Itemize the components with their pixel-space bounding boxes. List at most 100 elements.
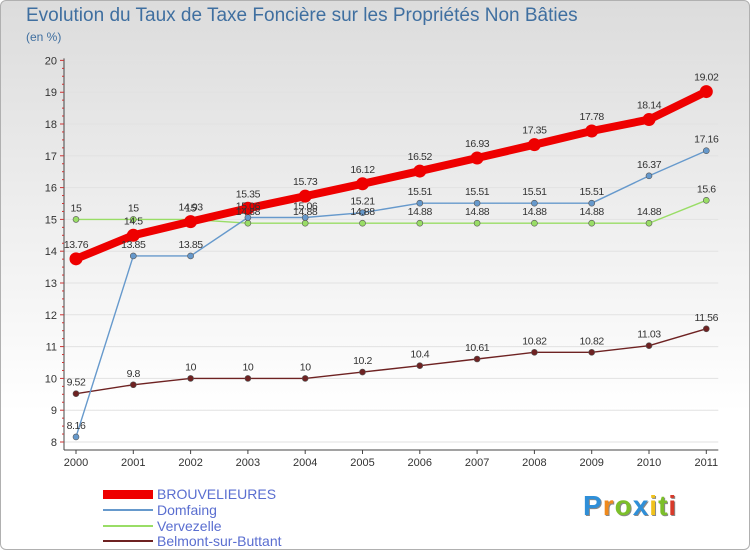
data-point xyxy=(359,219,366,227)
data-label: 19.02 xyxy=(694,72,719,84)
data-label: 15.6 xyxy=(697,183,716,195)
data-point xyxy=(301,375,309,382)
y-tick-label: 10 xyxy=(45,373,57,385)
data-label: 10 xyxy=(242,361,253,373)
legend-label: Vervezelle xyxy=(157,518,222,534)
y-tick-label: 15 xyxy=(45,214,57,226)
data-point xyxy=(416,199,424,207)
data-point xyxy=(588,199,596,207)
data-label: 10.82 xyxy=(580,335,605,347)
x-tick-label: 2000 xyxy=(64,457,88,469)
data-label: 14.88 xyxy=(465,206,490,218)
data-point xyxy=(356,177,369,191)
data-point xyxy=(187,252,194,260)
x-tick-label: 2004 xyxy=(293,457,317,469)
logo-letter: r xyxy=(602,490,615,521)
data-label: 14.93 xyxy=(178,202,203,214)
unit-label: (en %) xyxy=(26,30,62,44)
data-label: 9.52 xyxy=(67,377,86,389)
data-point xyxy=(702,147,710,155)
data-point xyxy=(184,215,198,229)
data-label: 15.51 xyxy=(408,186,433,198)
data-point xyxy=(645,219,653,227)
data-label: 11.03 xyxy=(637,329,661,341)
x-tick-label: 2011 xyxy=(694,457,718,469)
y-tick-label: 13 xyxy=(45,278,57,290)
x-tick-label: 2010 xyxy=(637,457,661,469)
y-tick-label: 12 xyxy=(45,310,57,322)
data-label: 14.88 xyxy=(522,206,547,218)
x-tick-label: 2002 xyxy=(178,457,202,469)
y-tick-label: 20 xyxy=(45,55,57,67)
data-label: 15.21 xyxy=(350,196,375,208)
logo-letter: i xyxy=(649,490,659,521)
data-label: 13.85 xyxy=(178,239,203,251)
data-point xyxy=(130,252,137,260)
x-tick-label: 2001 xyxy=(121,457,145,469)
data-point xyxy=(301,219,309,227)
data-label: 14.88 xyxy=(236,206,261,218)
data-point xyxy=(241,201,255,215)
data-point xyxy=(244,375,252,382)
data-label: 14.88 xyxy=(350,206,375,218)
data-point xyxy=(473,219,481,227)
legend-swatch xyxy=(103,525,153,527)
data-label: 18.14 xyxy=(637,100,662,112)
y-tick-label: 17 xyxy=(45,151,57,163)
logo-letter: t xyxy=(658,490,669,521)
legend-swatch xyxy=(103,540,153,542)
data-label: 11.56 xyxy=(695,312,719,324)
data-label: 15.06 xyxy=(293,200,318,212)
data-point xyxy=(702,325,710,333)
data-point xyxy=(645,172,653,180)
data-point xyxy=(527,138,541,152)
data-label: 16.52 xyxy=(408,151,433,163)
data-point xyxy=(413,164,427,178)
data-label: 17.35 xyxy=(522,125,547,137)
data-point xyxy=(585,124,599,138)
data-point xyxy=(301,214,309,221)
data-label: 15.35 xyxy=(236,188,261,200)
proxiti-logo: Proxiti xyxy=(583,490,677,522)
data-label: 15.51 xyxy=(580,186,605,198)
y-tick-label: 9 xyxy=(51,405,57,417)
series-line xyxy=(75,150,707,438)
series-line xyxy=(72,87,711,263)
x-tick-label: 2003 xyxy=(236,457,260,469)
data-point xyxy=(531,199,538,207)
data-label: 16.12 xyxy=(350,164,375,176)
series-line xyxy=(75,328,707,395)
data-point xyxy=(72,216,80,223)
data-point xyxy=(359,368,366,376)
data-label: 15.06 xyxy=(236,200,261,212)
data-point xyxy=(187,375,194,382)
data-label: 9.8 xyxy=(127,368,141,380)
y-tick-label: 19 xyxy=(45,87,57,99)
data-label: 16.93 xyxy=(465,138,490,150)
legend-label: Belmont-sur-Buttant xyxy=(157,533,282,549)
data-point xyxy=(298,189,312,203)
data-point xyxy=(416,219,424,227)
data-label: 15 xyxy=(128,202,139,214)
data-label: 17.78 xyxy=(580,111,605,123)
data-point xyxy=(72,390,80,397)
data-label: 13.85 xyxy=(121,239,146,251)
data-label: 14.88 xyxy=(408,206,433,218)
data-point xyxy=(588,219,596,227)
data-label: 10 xyxy=(300,361,311,373)
y-tick-label: 11 xyxy=(46,342,57,354)
x-tick-label: 2005 xyxy=(350,457,374,469)
data-label: 13.76 xyxy=(64,239,89,251)
data-label: 10.61 xyxy=(465,342,490,354)
legend-label: Domfaing xyxy=(157,502,217,518)
y-tick-label: 16 xyxy=(45,183,57,195)
data-label: 10.82 xyxy=(522,335,547,347)
logo-letter: x xyxy=(632,490,650,521)
data-point xyxy=(473,199,481,207)
data-label: 14.88 xyxy=(637,206,662,218)
data-label: 15.73 xyxy=(293,176,318,188)
data-label: 14.5 xyxy=(124,215,143,227)
data-label: 15 xyxy=(185,202,196,214)
data-label: 8.16 xyxy=(67,420,86,432)
